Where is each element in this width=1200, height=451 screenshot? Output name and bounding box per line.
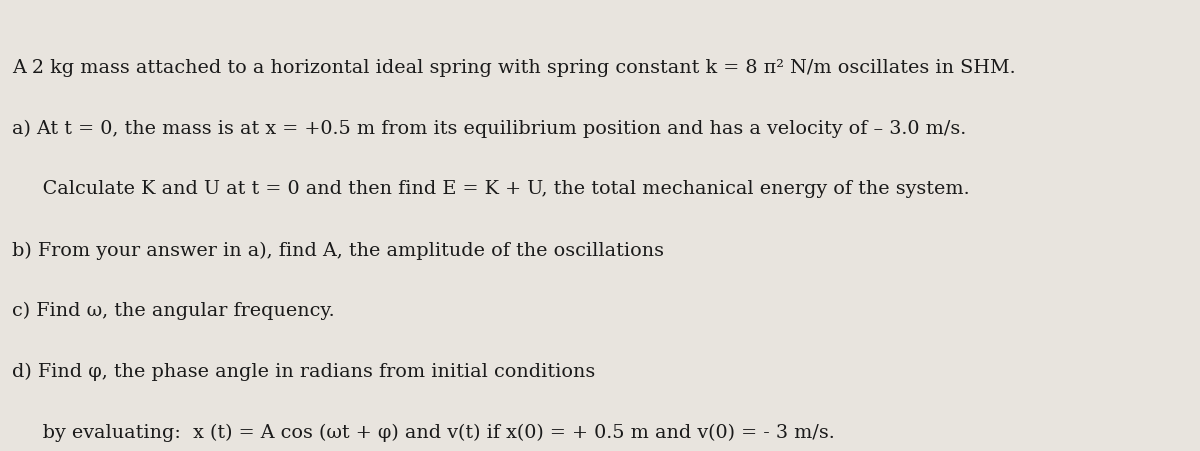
Text: c) Find ω, the angular frequency.: c) Find ω, the angular frequency. [12,302,335,320]
Text: Calculate K and U at t = 0 and then find E = K + U, the total mechanical energy : Calculate K and U at t = 0 and then find… [12,180,970,198]
Text: d) Find φ, the phase angle in radians from initial conditions: d) Find φ, the phase angle in radians fr… [12,363,595,381]
Text: A 2 kg mass attached to a horizontal ideal spring with spring constant k = 8 π² : A 2 kg mass attached to a horizontal ide… [12,59,1015,77]
Text: b) From your answer in a), find A, the amplitude of the oscillations: b) From your answer in a), find A, the a… [12,241,664,259]
Text: a) At t = 0, the mass is at x = +0.5 m from its equilibrium position and has a v: a) At t = 0, the mass is at x = +0.5 m f… [12,120,966,138]
Text: by evaluating:  x (t) = A cos (ωt + φ) and v(t) if x(0) = + 0.5 m and v(0) = - 3: by evaluating: x (t) = A cos (ωt + φ) an… [12,424,835,442]
